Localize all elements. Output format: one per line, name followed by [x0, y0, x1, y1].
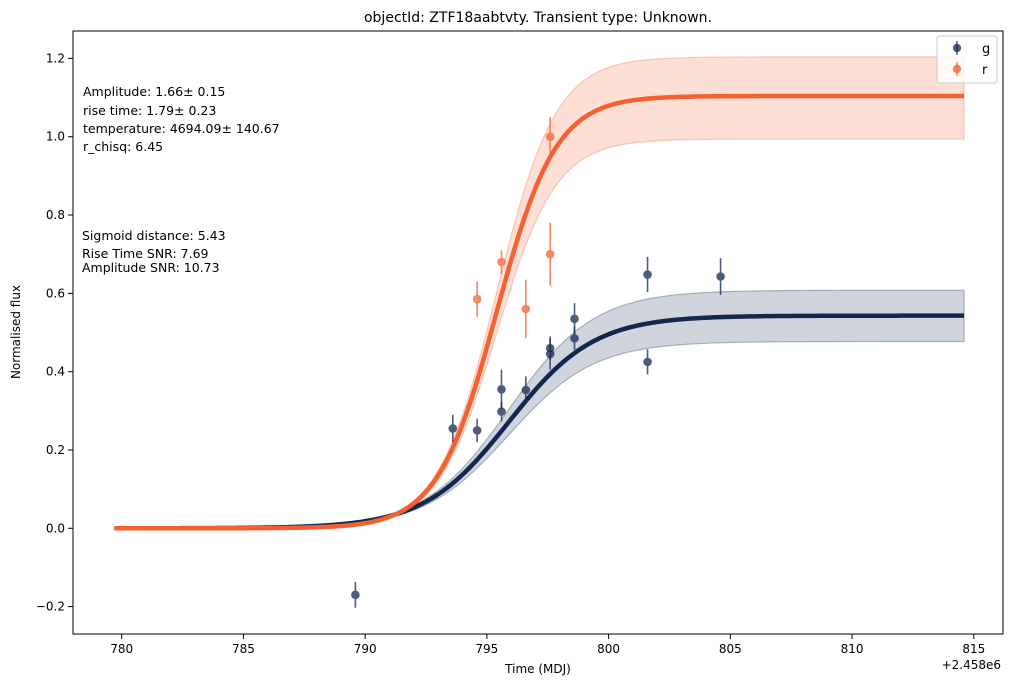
point-g-2: [472, 418, 482, 443]
y-tick-label-0: −0.2: [36, 600, 65, 614]
x-tick-label-780: 780: [110, 642, 133, 656]
point-g-11: [643, 349, 652, 375]
x-axis-offset-label: +2.458e6: [942, 658, 1001, 672]
x-tick-label-805: 805: [719, 642, 742, 656]
marker-g-9: [570, 334, 579, 343]
fit-curve-g: [114, 313, 965, 531]
plot-area-frame: [72, 30, 1004, 635]
point-r-2: [521, 279, 531, 339]
marker-g-4: [497, 407, 506, 416]
point-g-5: [521, 376, 531, 404]
marker-g-1: [448, 424, 458, 433]
x-tick-label-795: 795: [475, 642, 498, 656]
point-r-3: [545, 117, 555, 157]
annotation-rise-time-snr: Rise Time SNR: 7.69: [82, 246, 209, 261]
fit-curve-r: [114, 93, 965, 531]
y-tick-label-4: 0.6: [46, 286, 65, 300]
marker-r-0: [472, 294, 482, 304]
marker-g-7: [545, 349, 555, 359]
marker-g-12: [716, 272, 725, 281]
marker-g-11: [643, 357, 652, 367]
point-g-10: [643, 256, 652, 293]
legend-entry-g: g: [952, 41, 990, 57]
fit-annotation-block: Amplitude: 1.66± 0.15 rise time: 1.79± 0…: [83, 84, 280, 154]
x-tick-label-790: 790: [354, 642, 377, 656]
point-r-1: [497, 250, 506, 274]
point-r-4: [545, 222, 555, 286]
marker-g-8: [570, 314, 579, 324]
point-g-9: [570, 326, 579, 351]
y-axis-ticks: −0.2 0.0 0.2 0.4 0.6 0.8 1.0 1.2: [36, 51, 73, 614]
y-tick-label-1: 0.0: [46, 521, 65, 535]
marker-r-4: [545, 249, 555, 259]
marker-g-0: [351, 590, 360, 600]
point-g-0: [351, 581, 360, 608]
data-points: [351, 117, 725, 608]
legend-r-label: r: [982, 63, 988, 78]
y-tick-label-6: 1.0: [46, 130, 65, 144]
x-tick-label-800: 800: [597, 642, 620, 656]
point-g-12: [716, 258, 725, 295]
annotation-temperature: temperature: 4694.09± 140.67: [83, 121, 280, 136]
x-tick-label-810: 810: [841, 642, 864, 656]
y-tick-label-7: 1.2: [46, 51, 65, 65]
annotation-r-chisq: r_chisq: 6.45: [83, 139, 163, 154]
snr-annotation-block: Sigmoid distance: 5.43 Rise Time SNR: 7.…: [82, 228, 226, 275]
point-g-7: [545, 338, 555, 370]
x-axis-label: Time (MDJ): [504, 662, 571, 676]
fit-band-g: [114, 289, 965, 529]
marker-g-5: [521, 385, 531, 395]
marker-r-1: [497, 257, 506, 267]
annotation-rise-time: rise time: 1.79± 0.23: [83, 103, 216, 118]
legend-box: [936, 35, 998, 84]
legend-g-label: g: [982, 42, 990, 57]
x-axis-ticks: 780 785 790 795 800 805 810 815: [110, 634, 985, 656]
legend-entry-r: r: [952, 62, 988, 78]
point-g-4: [497, 401, 506, 422]
fit-curves: [114, 93, 965, 531]
marker-r-3: [545, 132, 555, 142]
y-tick-label-2: 0.2: [46, 443, 65, 457]
legend-g-marker: [952, 43, 962, 53]
point-g-1: [448, 414, 458, 443]
chart-title: objectId: ZTF18aabtvty. Transient type: …: [364, 10, 712, 26]
annotation-amplitude: Amplitude: 1.66± 0.15: [83, 84, 225, 99]
marker-g-2: [472, 426, 482, 435]
legend: g r: [936, 35, 998, 84]
marker-g-10: [643, 270, 652, 279]
y-tick-label-5: 0.8: [46, 208, 65, 222]
marker-g-3: [497, 384, 506, 394]
annotation-sigmoid-distance: Sigmoid distance: 5.43: [82, 228, 226, 243]
y-tick-label-3: 0.4: [46, 365, 65, 379]
annotation-amplitude-snr: Amplitude SNR: 10.73: [82, 260, 220, 275]
marker-r-2: [521, 304, 531, 314]
x-tick-label-815: 815: [962, 642, 985, 656]
point-r-0: [472, 281, 482, 317]
x-tick-label-785: 785: [232, 642, 255, 656]
y-axis-label: Normalised flux: [9, 285, 23, 379]
legend-r-marker: [952, 64, 962, 74]
